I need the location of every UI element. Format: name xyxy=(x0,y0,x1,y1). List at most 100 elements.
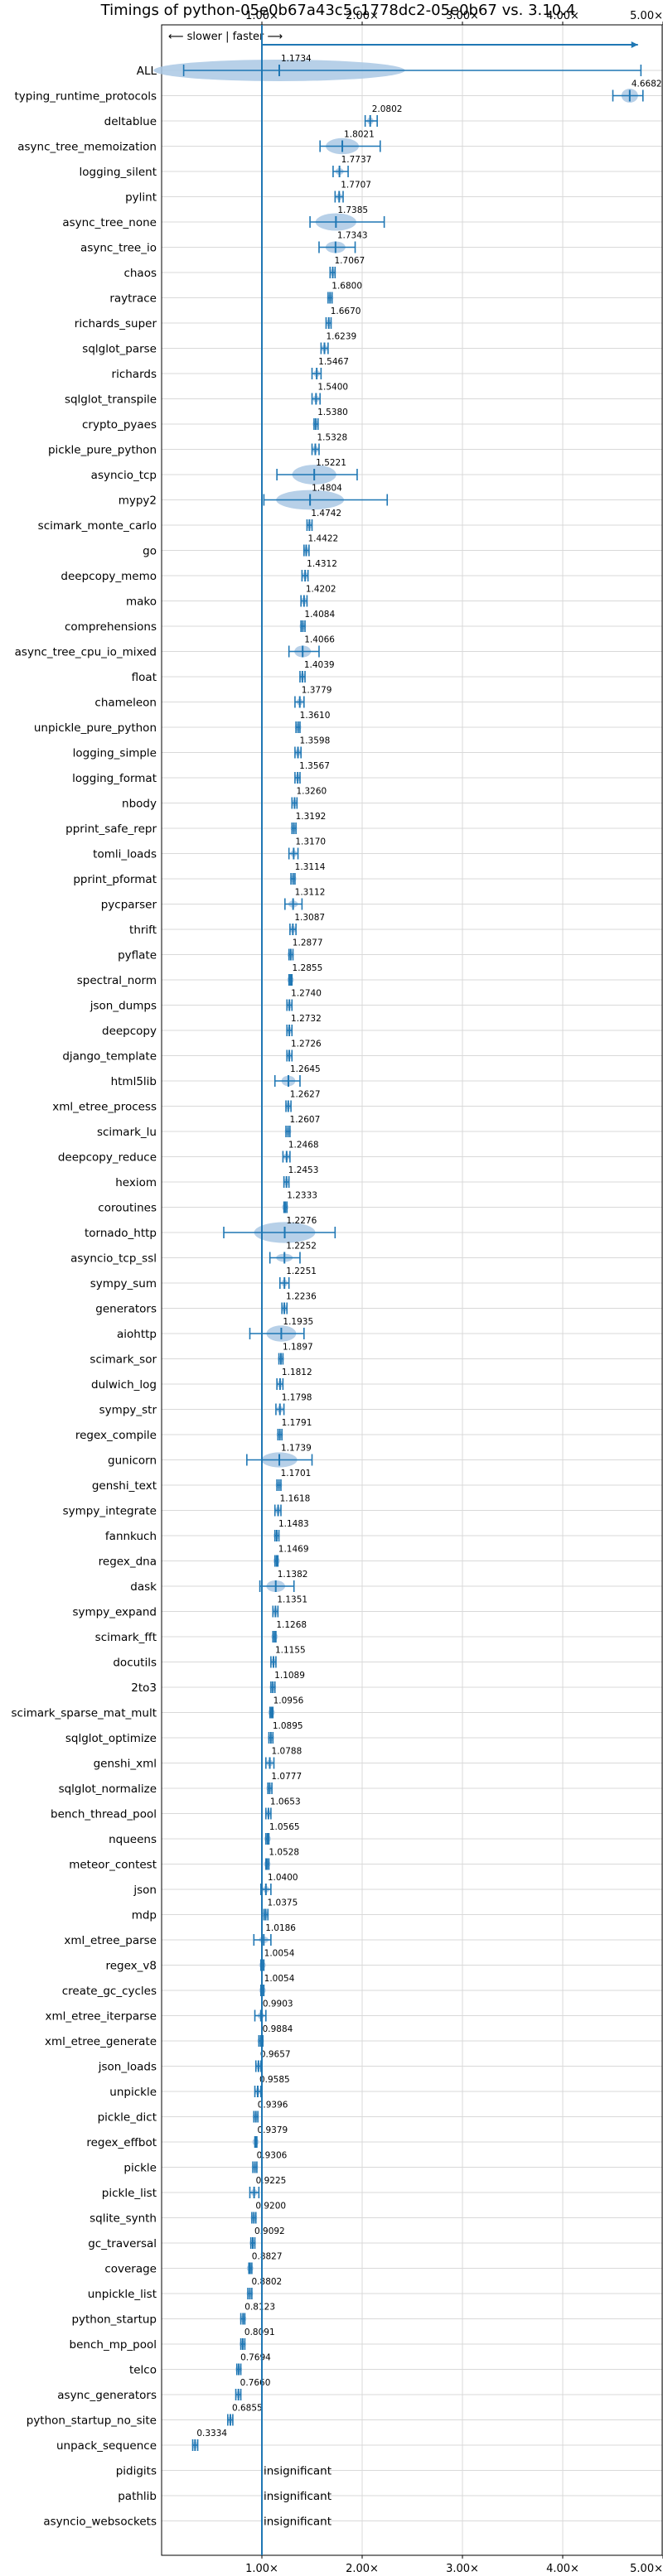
benchmark-row: dulwich_log 1.1812 xyxy=(91,1368,312,1392)
value-label: 1.2333 xyxy=(287,1191,317,1201)
benchmark-label: pprint_safe_repr xyxy=(65,822,157,836)
value-label: 1.5467 xyxy=(318,357,349,367)
value-label: 0.8091 xyxy=(244,2328,275,2337)
benchmark-label: sympy_str xyxy=(99,1404,157,1417)
value-label: 1.0528 xyxy=(269,1848,299,1858)
benchmark-row: unpickle_pure_python 1.3610 xyxy=(34,711,331,735)
benchmark-label: tornado_http xyxy=(85,1227,157,1240)
benchmark-label: logging_format xyxy=(72,772,157,785)
value-label: 1.2468 xyxy=(288,1141,319,1151)
value-label: 1.1812 xyxy=(282,1368,312,1377)
benchmark-label: bench_thread_pool xyxy=(51,1808,157,1821)
benchmark-label: fannkuch xyxy=(105,1530,157,1543)
benchmark-row: async_tree_memoization 1.8021 xyxy=(17,130,381,155)
value-label: 1.4202 xyxy=(306,585,336,595)
value-label: 1.0400 xyxy=(268,1873,298,1883)
value-label: 1.1469 xyxy=(278,1545,309,1555)
value-label: 1.7707 xyxy=(341,181,371,191)
benchmark-row: fannkuch 1.1483 xyxy=(105,1519,309,1543)
value-label: 1.2740 xyxy=(291,989,322,999)
benchmark-row: html5lib 1.2645 xyxy=(111,1064,321,1088)
direction-label: ⟵ slower | faster ⟶ xyxy=(168,31,283,43)
benchmark-label: scimark_lu xyxy=(97,1126,157,1139)
value-label: 1.1089 xyxy=(274,1671,305,1681)
value-label: 1.7343 xyxy=(337,231,368,241)
benchmark-row: xml_etree_parse 1.0186 xyxy=(64,1923,296,1947)
x-tick-label-top: 5.00× xyxy=(630,10,663,22)
benchmark-row: json_loads 0.9657 xyxy=(98,2050,291,2074)
benchmark-label: mdp xyxy=(132,1909,157,1922)
value-label: 1.4084 xyxy=(304,610,335,620)
value-label: 1.1734 xyxy=(281,54,312,64)
benchmark-label: meteor_contest xyxy=(69,1859,157,1872)
value-label: 1.0054 xyxy=(264,1949,295,1959)
benchmark-label: chameleon xyxy=(94,697,157,710)
benchmark-label: tomli_loads xyxy=(93,848,157,861)
x-tick-label-bottom: 2.00× xyxy=(346,2563,379,2575)
row-gridlines xyxy=(162,70,663,2521)
benchmark-label: json_loads xyxy=(98,2061,157,2074)
benchmark-label: nbody xyxy=(122,798,157,811)
benchmark-row: async_tree_io 1.7343 xyxy=(80,231,368,255)
benchmark-label: unpickle_pure_python xyxy=(34,721,157,735)
benchmark-label: regex_v8 xyxy=(105,1960,157,1973)
benchmark-row: deepcopy 1.2732 xyxy=(102,1014,322,1038)
value-label: 1.2251 xyxy=(286,1266,317,1276)
benchmark-label: go xyxy=(143,545,157,558)
x-tick-label-bottom: 5.00× xyxy=(630,2563,663,2575)
benchmark-label: sqlglot_normalize xyxy=(59,1782,157,1796)
value-label: 1.5400 xyxy=(317,383,348,393)
benchmark-row: sqlglot_optimize 1.0895 xyxy=(65,1721,303,1745)
benchmark-row: go 1.4422 xyxy=(143,534,338,558)
benchmark-row: xml_etree_generate 0.9884 xyxy=(45,2024,293,2048)
benchmark-row: scimark_sparse_mat_mult 1.0956 xyxy=(12,1696,304,1720)
benchmark-row: 2to3 1.1089 xyxy=(131,1671,305,1695)
benchmark-label: pylint xyxy=(125,191,157,205)
benchmark-row: generators 1.2236 xyxy=(95,1292,317,1316)
benchmark-row: bench_thread_pool 1.0653 xyxy=(51,1797,301,1821)
benchmark-row: bench_mp_pool 0.8091 xyxy=(70,2328,275,2352)
benchmark-row: async_tree_none 1.7385 xyxy=(62,205,385,231)
plot-frame xyxy=(161,24,663,2556)
insignificant-label: insignificant xyxy=(264,2465,332,2478)
benchmark-label: typing_runtime_protocols xyxy=(15,90,157,104)
benchmark-row: deepcopy_reduce 1.2468 xyxy=(58,1141,319,1165)
benchmark-row: create_gc_cycles 1.0054 xyxy=(62,1974,295,1998)
benchmark-label: pickle_dict xyxy=(98,2111,157,2125)
benchmark-label: xml_etree_generate xyxy=(45,2035,157,2048)
benchmark-label: hexiom xyxy=(115,1176,157,1189)
benchmark-label: float xyxy=(132,671,157,684)
benchmark-label: pickle xyxy=(123,2162,157,2175)
benchmark-row: pycparser 1.3112 xyxy=(101,888,326,912)
benchmark-label: asyncio_tcp xyxy=(91,469,157,482)
benchmark-label: async_tree_none xyxy=(62,216,157,229)
benchmark-label: genshi_xml xyxy=(94,1758,157,1771)
benchmark-row: docutils 1.1155 xyxy=(113,1646,305,1670)
x-tick-label-bottom: 4.00× xyxy=(546,2563,579,2575)
direction-arrow-head xyxy=(631,41,638,48)
value-label: 1.4804 xyxy=(312,484,342,494)
value-label: 1.1155 xyxy=(275,1646,306,1656)
benchmark-row: sympy_integrate 1.1618 xyxy=(63,1494,311,1518)
benchmark-label: sympy_expand xyxy=(72,1606,157,1619)
value-label: 1.7067 xyxy=(335,256,365,266)
value-label: 0.9200 xyxy=(255,2202,286,2212)
benchmark-row: pidigits insignificant xyxy=(116,2465,332,2478)
benchmark-label: python_startup xyxy=(71,2313,157,2327)
benchmark-label: xml_etree_process xyxy=(52,1101,157,1114)
benchmark-row: pprint_pformat 1.3114 xyxy=(73,862,325,886)
value-label: 1.1618 xyxy=(280,1494,311,1504)
benchmark-row: raytrace 1.6800 xyxy=(109,282,362,306)
x-tick-label-bottom: 1.00× xyxy=(245,2563,278,2575)
benchmark-row: spectral_norm 1.2855 xyxy=(77,963,323,987)
direction-arrow xyxy=(262,41,638,48)
benchmark-label: coverage xyxy=(104,2263,157,2276)
benchmark-label: telco xyxy=(129,2364,157,2377)
benchmark-row: sympy_str 1.1798 xyxy=(99,1393,312,1417)
benchmark-row: nqueens 1.0565 xyxy=(109,1822,299,1846)
value-label: 1.5328 xyxy=(317,433,347,443)
benchmark-label: gc_traversal xyxy=(88,2237,157,2250)
value-label: 1.0777 xyxy=(271,1772,302,1782)
benchmark-row: scimark_sor 1.1897 xyxy=(90,1343,312,1367)
benchmark-label: sqlglot_transpile xyxy=(65,393,157,407)
